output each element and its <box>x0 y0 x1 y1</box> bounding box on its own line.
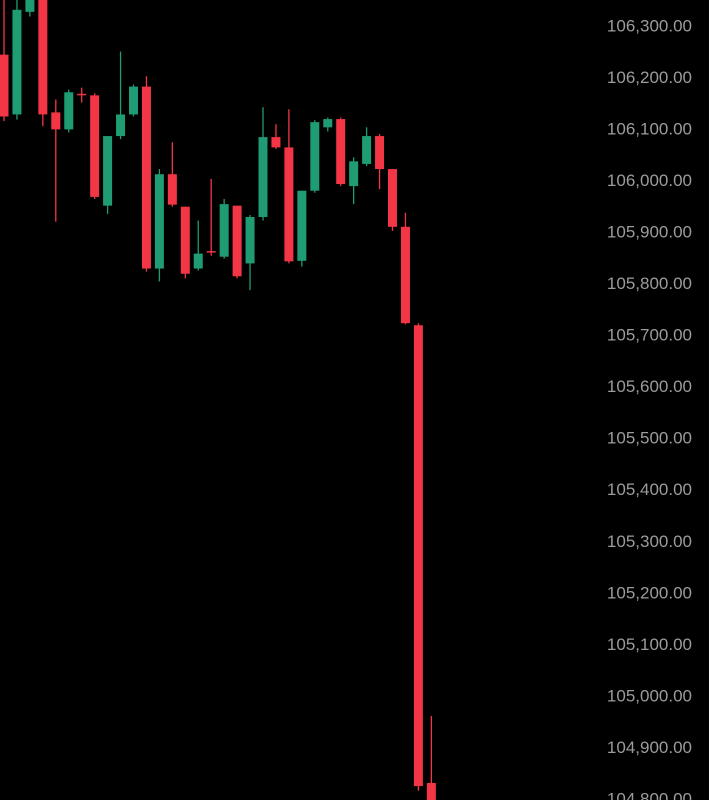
candle-body <box>90 95 100 197</box>
y-tick-label: 105,000.00 <box>607 686 692 705</box>
candle-body <box>258 137 268 218</box>
y-tick-label: 105,900.00 <box>607 222 692 241</box>
candle-body <box>375 136 385 170</box>
candle-body <box>219 204 229 257</box>
candle-body <box>77 93 87 96</box>
candle-body <box>180 206 190 274</box>
y-tick-label: 106,000.00 <box>607 171 692 190</box>
y-tick-label: 106,100.00 <box>607 119 692 138</box>
candle-body <box>51 112 61 130</box>
candle-body <box>362 136 372 164</box>
y-tick-label: 105,600.00 <box>607 377 692 396</box>
y-tick-label: 105,100.00 <box>607 635 692 654</box>
candle-body <box>103 136 113 206</box>
candle-body <box>323 119 333 128</box>
candle-body <box>193 253 203 269</box>
y-tick-label: 105,800.00 <box>607 274 692 293</box>
candle-body <box>206 251 216 253</box>
candle-body <box>388 169 397 227</box>
y-tick-label: 105,200.00 <box>607 583 692 602</box>
candle-body <box>167 174 177 205</box>
candle-body <box>232 205 242 277</box>
y-tick-label: 104,900.00 <box>607 738 692 757</box>
candle-body <box>129 86 138 115</box>
candle-body <box>413 325 423 787</box>
candle-body <box>154 174 164 269</box>
y-tick-label: 105,400.00 <box>607 480 692 499</box>
candle-body <box>0 54 9 117</box>
candle-body <box>38 0 48 115</box>
candle-body <box>12 9 22 115</box>
candle-body <box>349 161 359 187</box>
y-tick-label: 105,300.00 <box>607 532 692 551</box>
candle-body <box>271 137 281 148</box>
candle-body <box>25 0 35 12</box>
candle-body <box>116 114 126 137</box>
candle-body <box>245 217 255 264</box>
candle-body <box>336 119 346 185</box>
candle-body <box>400 226 410 324</box>
y-tick-label: 105,500.00 <box>607 429 692 448</box>
y-tick-label: 106,200.00 <box>607 68 692 87</box>
candle-body <box>64 92 74 130</box>
candle-body <box>426 782 436 800</box>
y-tick-label: 105,700.00 <box>607 326 692 345</box>
candle-body <box>284 147 294 262</box>
candle-body <box>297 190 307 261</box>
candle-body <box>310 122 320 191</box>
y-tick-label: 104,800.00 <box>607 789 692 800</box>
candle-body <box>141 86 151 269</box>
y-tick-label: 106,300.00 <box>607 16 692 35</box>
